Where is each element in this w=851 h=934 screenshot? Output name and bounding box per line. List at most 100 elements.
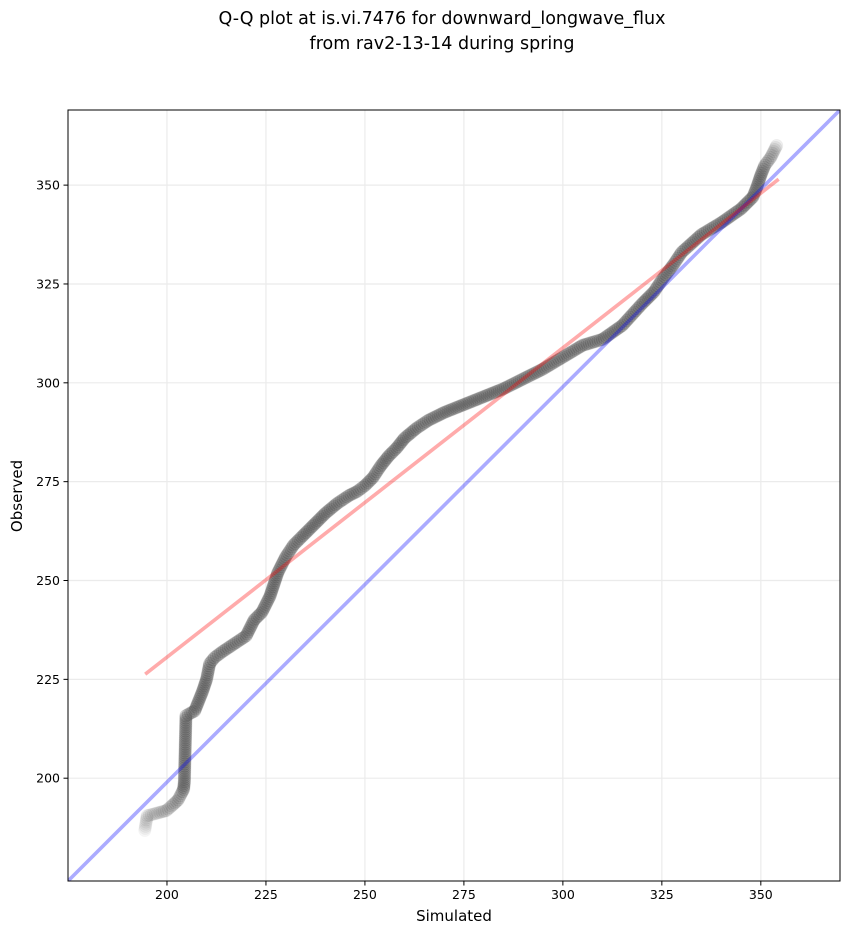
quantile-point <box>518 371 532 385</box>
quantile-point <box>370 465 384 479</box>
quantile-point <box>702 223 716 237</box>
quantile-point <box>219 642 233 656</box>
quantile-point <box>327 499 341 513</box>
quantile-point <box>263 587 278 601</box>
quantile-point <box>181 707 195 721</box>
quantile-point <box>190 698 204 712</box>
quantile-point <box>242 623 256 637</box>
quantile-point <box>554 351 568 365</box>
quantile-point <box>271 565 285 580</box>
quantile-point <box>748 184 762 198</box>
quantile-point <box>665 259 680 273</box>
quantile-point <box>700 224 714 238</box>
quantile-point <box>741 194 756 209</box>
quantile-point <box>139 820 152 833</box>
quantile-point <box>260 595 274 609</box>
quantile-point <box>178 741 192 756</box>
quantile-point <box>648 283 662 297</box>
quantile-point <box>253 607 268 621</box>
quantile-point <box>320 505 334 519</box>
quantile-point <box>199 674 213 688</box>
quantile-point <box>194 688 208 702</box>
quantile-point <box>465 394 479 408</box>
quantile-point <box>245 617 259 631</box>
quantile-point <box>532 364 546 378</box>
quantile-point <box>756 162 770 176</box>
quantile-point <box>433 407 447 422</box>
quantile-point <box>342 488 356 503</box>
quantile-point <box>363 474 377 488</box>
quantile-point <box>606 325 620 339</box>
quantile-point <box>439 405 453 419</box>
quantile-point <box>376 455 390 470</box>
quantile-point <box>346 486 360 501</box>
quantile-point <box>735 200 750 214</box>
quantile-point <box>530 365 544 379</box>
quantile-point <box>391 439 405 454</box>
quantile-point <box>766 146 780 161</box>
quantile-point <box>623 310 637 324</box>
quantile-point <box>178 737 192 751</box>
quantile-point <box>732 203 746 217</box>
quantile-point <box>672 249 686 263</box>
chart-title-line-2: from rav2-13-14 during spring <box>310 34 575 54</box>
quantile-point <box>278 552 292 566</box>
quantile-point <box>223 639 237 654</box>
quantile-point <box>660 266 674 280</box>
quantile-point <box>686 235 700 249</box>
quantile-point <box>502 379 517 393</box>
quantile-point <box>178 728 193 743</box>
quantile-point <box>747 188 761 202</box>
quantile-point <box>240 627 254 641</box>
quantile-point <box>445 402 459 416</box>
quantile-point <box>566 344 580 358</box>
quantile-point <box>213 646 228 660</box>
x-tick-label: 275 <box>452 887 476 902</box>
quantile-point <box>364 472 378 486</box>
quantile-point <box>708 219 722 233</box>
quantile-point <box>612 321 626 335</box>
quantile-point <box>178 744 192 758</box>
quantile-point <box>750 180 764 194</box>
quantile-point <box>380 451 394 465</box>
quantile-point <box>734 202 748 216</box>
quantile-point <box>467 394 481 408</box>
quantile-point <box>179 722 193 736</box>
plot-frame <box>67 109 841 882</box>
quantile-point <box>354 481 368 496</box>
quantile-point <box>383 447 397 461</box>
quantile-point <box>409 421 423 435</box>
quantile-point <box>296 528 310 543</box>
quantile-point <box>469 393 483 407</box>
quantile-point <box>574 339 588 354</box>
quantile-point <box>629 303 643 318</box>
quantile-point <box>710 218 724 232</box>
quantile-point <box>261 593 275 607</box>
quantile-point <box>576 338 590 352</box>
quantile-point <box>178 752 192 767</box>
quantile-point <box>344 487 358 502</box>
quantile-point <box>256 603 270 617</box>
quantile-point <box>283 544 297 558</box>
quantile-point <box>770 138 784 153</box>
quantile-point <box>644 288 658 302</box>
quantile-point <box>287 538 301 552</box>
quantile-point <box>678 242 692 256</box>
quantile-point <box>388 443 402 457</box>
quantile-point <box>386 444 401 458</box>
quantile-point <box>759 156 773 170</box>
quantile-point <box>542 358 556 373</box>
quantile-point <box>449 401 463 415</box>
quantile-point <box>192 694 206 708</box>
quantile-point <box>696 226 711 240</box>
quantile-point <box>279 550 293 564</box>
quantile-point <box>679 241 694 255</box>
quantile-point <box>698 225 712 239</box>
quantile-point <box>746 190 760 204</box>
x-tick-label: 250 <box>353 887 377 902</box>
quantile-point <box>366 471 380 485</box>
quantile-point <box>635 297 649 311</box>
quantile-point <box>221 641 235 655</box>
quantile-point <box>520 370 534 384</box>
